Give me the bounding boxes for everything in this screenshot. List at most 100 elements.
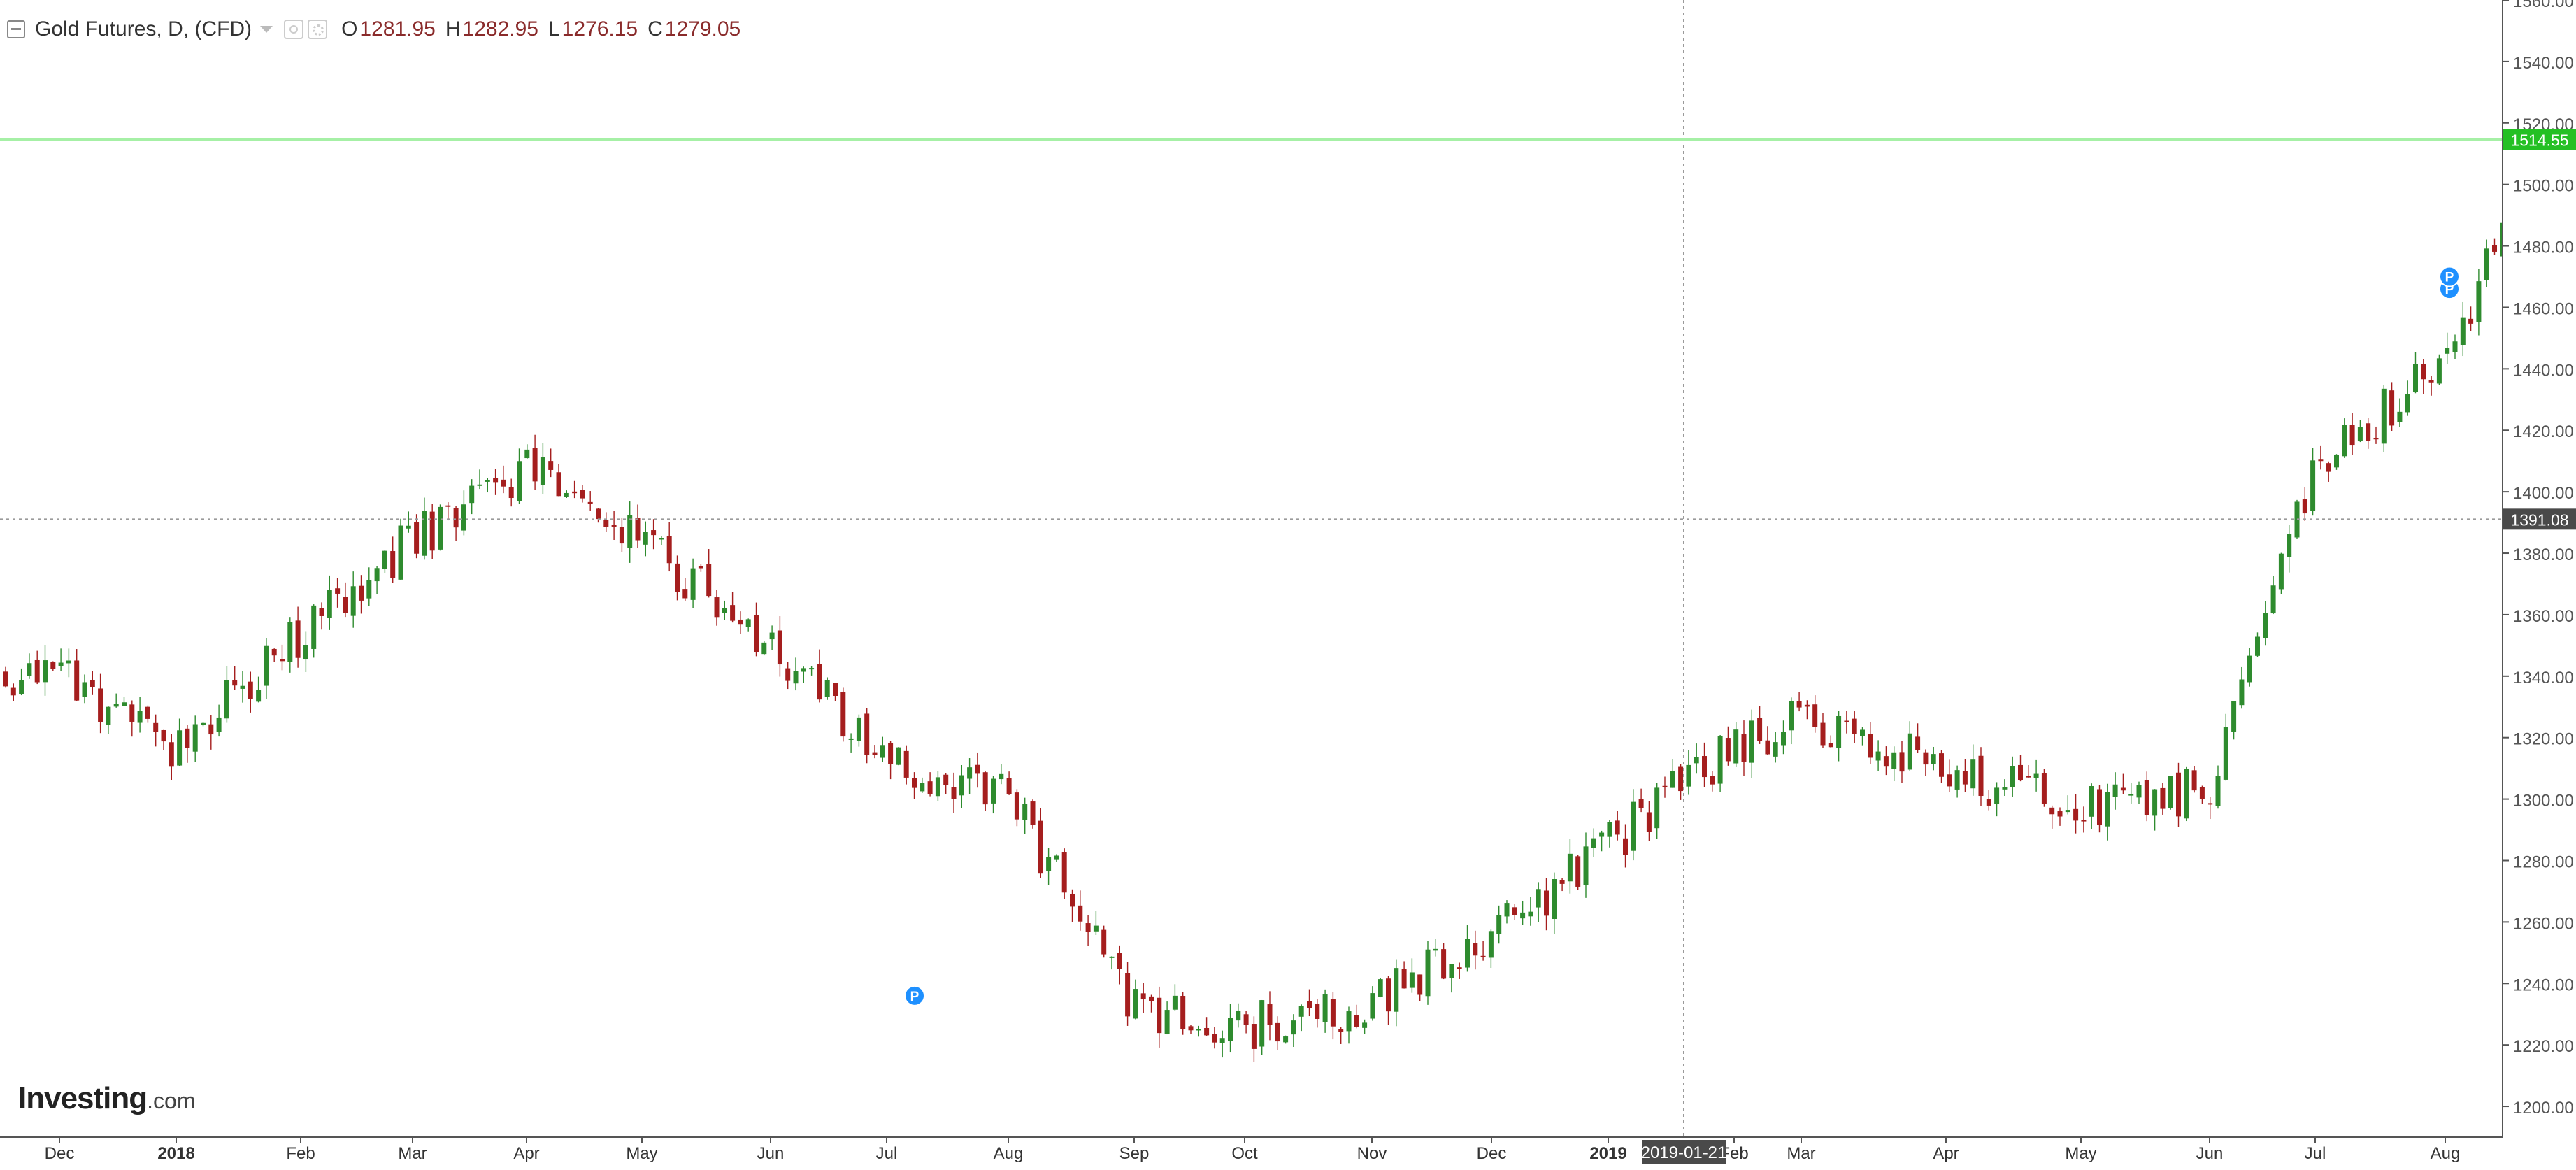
candle-body <box>287 622 293 662</box>
candle-body <box>1236 1010 1241 1021</box>
candle-body <box>1796 701 1802 708</box>
candle-body <box>2366 423 2371 441</box>
candle-body <box>1536 889 1541 908</box>
candle-body <box>2033 773 2039 778</box>
candle-body <box>1512 907 1517 915</box>
candle-body <box>50 662 56 669</box>
candle-body <box>429 511 435 551</box>
candle-body <box>761 642 767 655</box>
candle-body <box>1164 1010 1170 1034</box>
investing-logo[interactable]: Investing.com <box>18 1081 196 1115</box>
candle-body <box>777 630 782 665</box>
candle-body <box>74 660 80 701</box>
candle-body <box>2476 281 2482 322</box>
collapse-legend-icon[interactable] <box>7 20 25 38</box>
candle-body <box>1425 949 1431 997</box>
event-marker[interactable] <box>904 985 925 1006</box>
ohlc-high: H 1282.95 <box>445 17 538 41</box>
candle-body <box>2065 810 2070 813</box>
candle-body <box>1939 753 1944 777</box>
candle-body <box>864 713 870 755</box>
candle-body <box>438 506 443 550</box>
candle-body <box>422 511 427 556</box>
candle-body <box>1473 943 1478 956</box>
price-axis[interactable]: 1200.00 1220.00 1240.00 1260.00 1280.00 1300.… <box>2503 0 2574 1118</box>
plot-background <box>0 0 2502 1137</box>
y-tick-label: 1440.00 <box>2513 361 2574 380</box>
candle-body <box>2278 553 2284 590</box>
y-tick-label: 1220.00 <box>2513 1037 2574 1056</box>
candle-body <box>659 538 664 540</box>
candle-body <box>793 671 799 684</box>
candle-body <box>888 743 894 764</box>
candle-body <box>1773 742 1778 757</box>
candle-body <box>603 519 609 527</box>
candle-body <box>232 680 238 686</box>
y-tick-label: 1240.00 <box>2513 976 2574 994</box>
candle-body <box>848 738 854 740</box>
candle-body <box>1615 820 1620 835</box>
y-tick-label: 1280.00 <box>2513 852 2574 871</box>
candle-body <box>1891 752 1897 769</box>
x-tick-label: Oct <box>1231 1144 1258 1163</box>
candle-body <box>754 615 759 652</box>
y-tick-label: 1420.00 <box>2513 422 2574 441</box>
candle-body <box>129 704 135 722</box>
event-marker[interactable] <box>2439 266 2460 287</box>
candle-body <box>912 778 917 788</box>
candle-body <box>2184 769 2189 819</box>
candle-body <box>406 525 411 529</box>
candle-body <box>1844 720 1849 722</box>
candle-body <box>350 586 356 616</box>
candle-body <box>311 605 317 649</box>
candle-body <box>2389 390 2395 426</box>
candle-body <box>2160 787 2166 809</box>
candle-body <box>113 704 119 707</box>
candle-body <box>2191 770 2197 791</box>
y-tick-label: 1480.00 <box>2513 238 2574 257</box>
candle-body <box>548 461 554 470</box>
candle-body <box>698 566 703 569</box>
candle-body <box>745 619 751 627</box>
time-axis[interactable]: Dec 2018 Feb Mar Apr May Jun Jul Aug Sep Oct Nov Dec… <box>45 1137 2461 1163</box>
x-tick-label: Jul <box>876 1144 898 1163</box>
visibility-icon[interactable] <box>284 20 304 39</box>
candle-body <box>58 662 64 666</box>
candlestick-series <box>3 138 2537 1062</box>
x-tick-label: Aug <box>2431 1144 2461 1163</box>
candle-body <box>1401 969 1407 989</box>
candle-body <box>19 680 24 694</box>
candle-body <box>2049 807 2055 815</box>
candle-body <box>1875 751 1881 761</box>
candle-body <box>2002 787 2008 790</box>
candle-body <box>122 702 127 706</box>
candle-body <box>1133 989 1138 1019</box>
candle-body <box>1970 759 1976 789</box>
candle-body <box>1591 838 1596 848</box>
candle-body <box>1085 923 1091 932</box>
y-tick-label: 1300.00 <box>2513 792 2574 811</box>
candle-body <box>2168 776 2173 808</box>
candle-body <box>959 775 964 796</box>
candle-body <box>856 717 861 741</box>
candle-body <box>1298 1006 1304 1017</box>
candle-body <box>2041 773 2047 804</box>
candle-body <box>1188 1026 1194 1031</box>
candle-body <box>2318 459 2324 462</box>
crosshair-date-tag <box>1642 1140 1726 1164</box>
settings-icon[interactable] <box>308 20 328 39</box>
candle-body <box>1638 799 1644 808</box>
candle-body <box>1662 785 1668 787</box>
candle-body <box>517 461 522 501</box>
candle-body <box>1528 911 1533 917</box>
candle-body <box>43 660 48 683</box>
candle-body <box>1749 720 1754 763</box>
chevron-down-icon[interactable] <box>260 26 273 33</box>
candle-body <box>833 683 838 697</box>
candle-body <box>1046 857 1052 871</box>
candle-body <box>1117 953 1122 969</box>
candle-body <box>1907 733 1912 770</box>
candle-body <box>1883 756 1889 767</box>
